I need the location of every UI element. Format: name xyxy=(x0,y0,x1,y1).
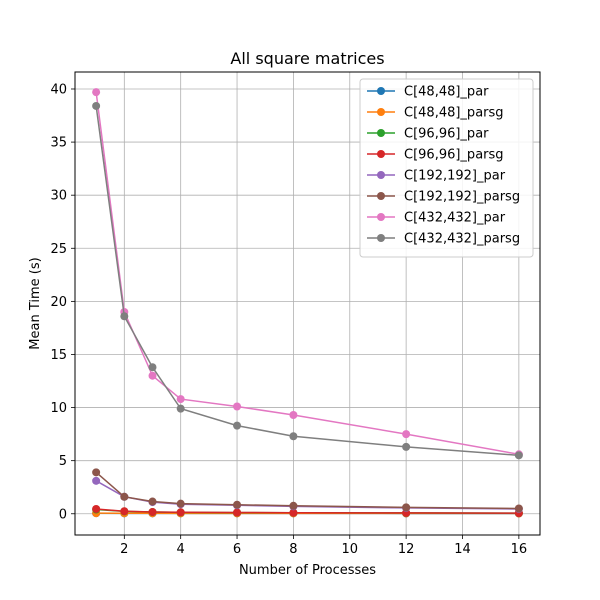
y-axis-label: Mean Time (s) xyxy=(28,257,43,349)
y-tick-label: 30 xyxy=(50,189,67,204)
series-5 xyxy=(92,468,523,513)
data-point xyxy=(120,492,129,501)
legend-swatch-marker xyxy=(377,150,385,158)
data-point xyxy=(176,508,185,517)
legend-label: C[96,96]_par xyxy=(404,127,489,142)
series-3 xyxy=(92,504,523,518)
plot-frame xyxy=(74,71,541,536)
x-tick-label: 6 xyxy=(233,542,241,557)
data-point xyxy=(120,507,129,516)
data-point xyxy=(148,507,157,516)
data-point xyxy=(233,508,242,517)
legend-entry: C[192,192]_parsg xyxy=(367,190,520,205)
x-tick-label: 16 xyxy=(511,542,528,557)
y-tick-label: 5 xyxy=(59,454,67,469)
x-tick-label: 2 xyxy=(120,542,128,557)
data-point xyxy=(92,504,101,513)
legend-entry: C[432,432]_par xyxy=(367,211,506,226)
series-line xyxy=(95,92,519,456)
series-line xyxy=(95,480,519,510)
legend-entry: C[48,48]_parsg xyxy=(367,106,504,121)
y-tick-label: 35 xyxy=(50,136,67,151)
legend-swatch-marker xyxy=(377,213,385,221)
data-point xyxy=(402,430,411,439)
data-point xyxy=(289,508,298,517)
data-point xyxy=(514,451,523,460)
legend-entry: C[96,96]_parsg xyxy=(367,148,504,163)
data-point xyxy=(148,497,157,506)
legend-swatch-marker xyxy=(377,192,385,200)
data-point xyxy=(148,371,157,380)
data-point xyxy=(176,395,185,404)
legend-label: C[96,96]_parsg xyxy=(404,148,504,163)
data-point xyxy=(289,411,298,420)
legend-label: C[48,48]_parsg xyxy=(404,106,504,121)
data-point xyxy=(92,468,101,477)
legend-swatch-marker xyxy=(377,108,385,116)
legend-entry: C[432,432]_parsg xyxy=(367,232,520,247)
data-point xyxy=(233,402,242,411)
x-tick-label: 10 xyxy=(341,542,358,557)
legend-box xyxy=(359,78,534,258)
legend-swatch-marker xyxy=(377,87,385,95)
series-line xyxy=(96,508,519,514)
x-axis: 2 4 6 8 10 12 14 16 xyxy=(120,535,527,557)
data-point xyxy=(233,421,242,430)
legend-label: C[192,192]_parsg xyxy=(404,190,520,205)
y-tick-label: 15 xyxy=(50,348,67,363)
data-point xyxy=(176,499,185,508)
y-tick-label: 0 xyxy=(59,507,67,522)
data-point xyxy=(120,312,129,321)
x-tick-label: 14 xyxy=(454,542,471,557)
y-tick-label: 10 xyxy=(50,401,67,416)
x-axis-label: Number of Processes xyxy=(239,563,376,578)
series-7 xyxy=(92,101,523,460)
legend-label: C[192,192]_par xyxy=(404,169,506,184)
legend-label: C[432,432]_par xyxy=(404,211,506,226)
y-tick-label: 25 xyxy=(50,242,67,257)
series-line xyxy=(95,471,519,510)
legend: C[48,48]_par C[48,48]_parsg C[96,96]_par C[… xyxy=(359,78,534,258)
data-point xyxy=(514,504,523,513)
data-point xyxy=(233,500,242,509)
y-axis: 0 5 10 15 20 25 30 35 40 xyxy=(50,82,75,522)
series-6 xyxy=(92,88,523,459)
legend-entry: C[48,48]_par xyxy=(367,85,489,100)
legend-label: C[432,432]_parsg xyxy=(404,232,520,247)
x-tick-label: 8 xyxy=(289,542,297,557)
data-point xyxy=(176,404,185,413)
data-point xyxy=(148,363,157,372)
chart-title: All square matrices xyxy=(230,49,384,68)
data-point xyxy=(92,476,101,485)
legend-entry: C[96,96]_par xyxy=(367,127,489,142)
legend-swatch-marker xyxy=(377,171,385,179)
data-point xyxy=(289,432,298,441)
data-point xyxy=(402,442,411,451)
series-layer xyxy=(92,88,523,518)
data-point xyxy=(289,501,298,510)
y-tick-label: 40 xyxy=(50,82,67,97)
legend-swatch-marker xyxy=(377,234,385,242)
legend-swatch-marker xyxy=(377,129,385,137)
y-tick-label: 20 xyxy=(50,295,67,310)
data-point xyxy=(92,88,101,97)
data-point xyxy=(402,503,411,512)
x-tick-label: 4 xyxy=(177,542,185,557)
data-point xyxy=(92,101,101,110)
legend-entry: C[192,192]_par xyxy=(367,169,506,184)
legend-label: C[48,48]_par xyxy=(404,85,489,100)
series-line xyxy=(95,105,519,457)
x-tick-label: 12 xyxy=(398,542,415,557)
